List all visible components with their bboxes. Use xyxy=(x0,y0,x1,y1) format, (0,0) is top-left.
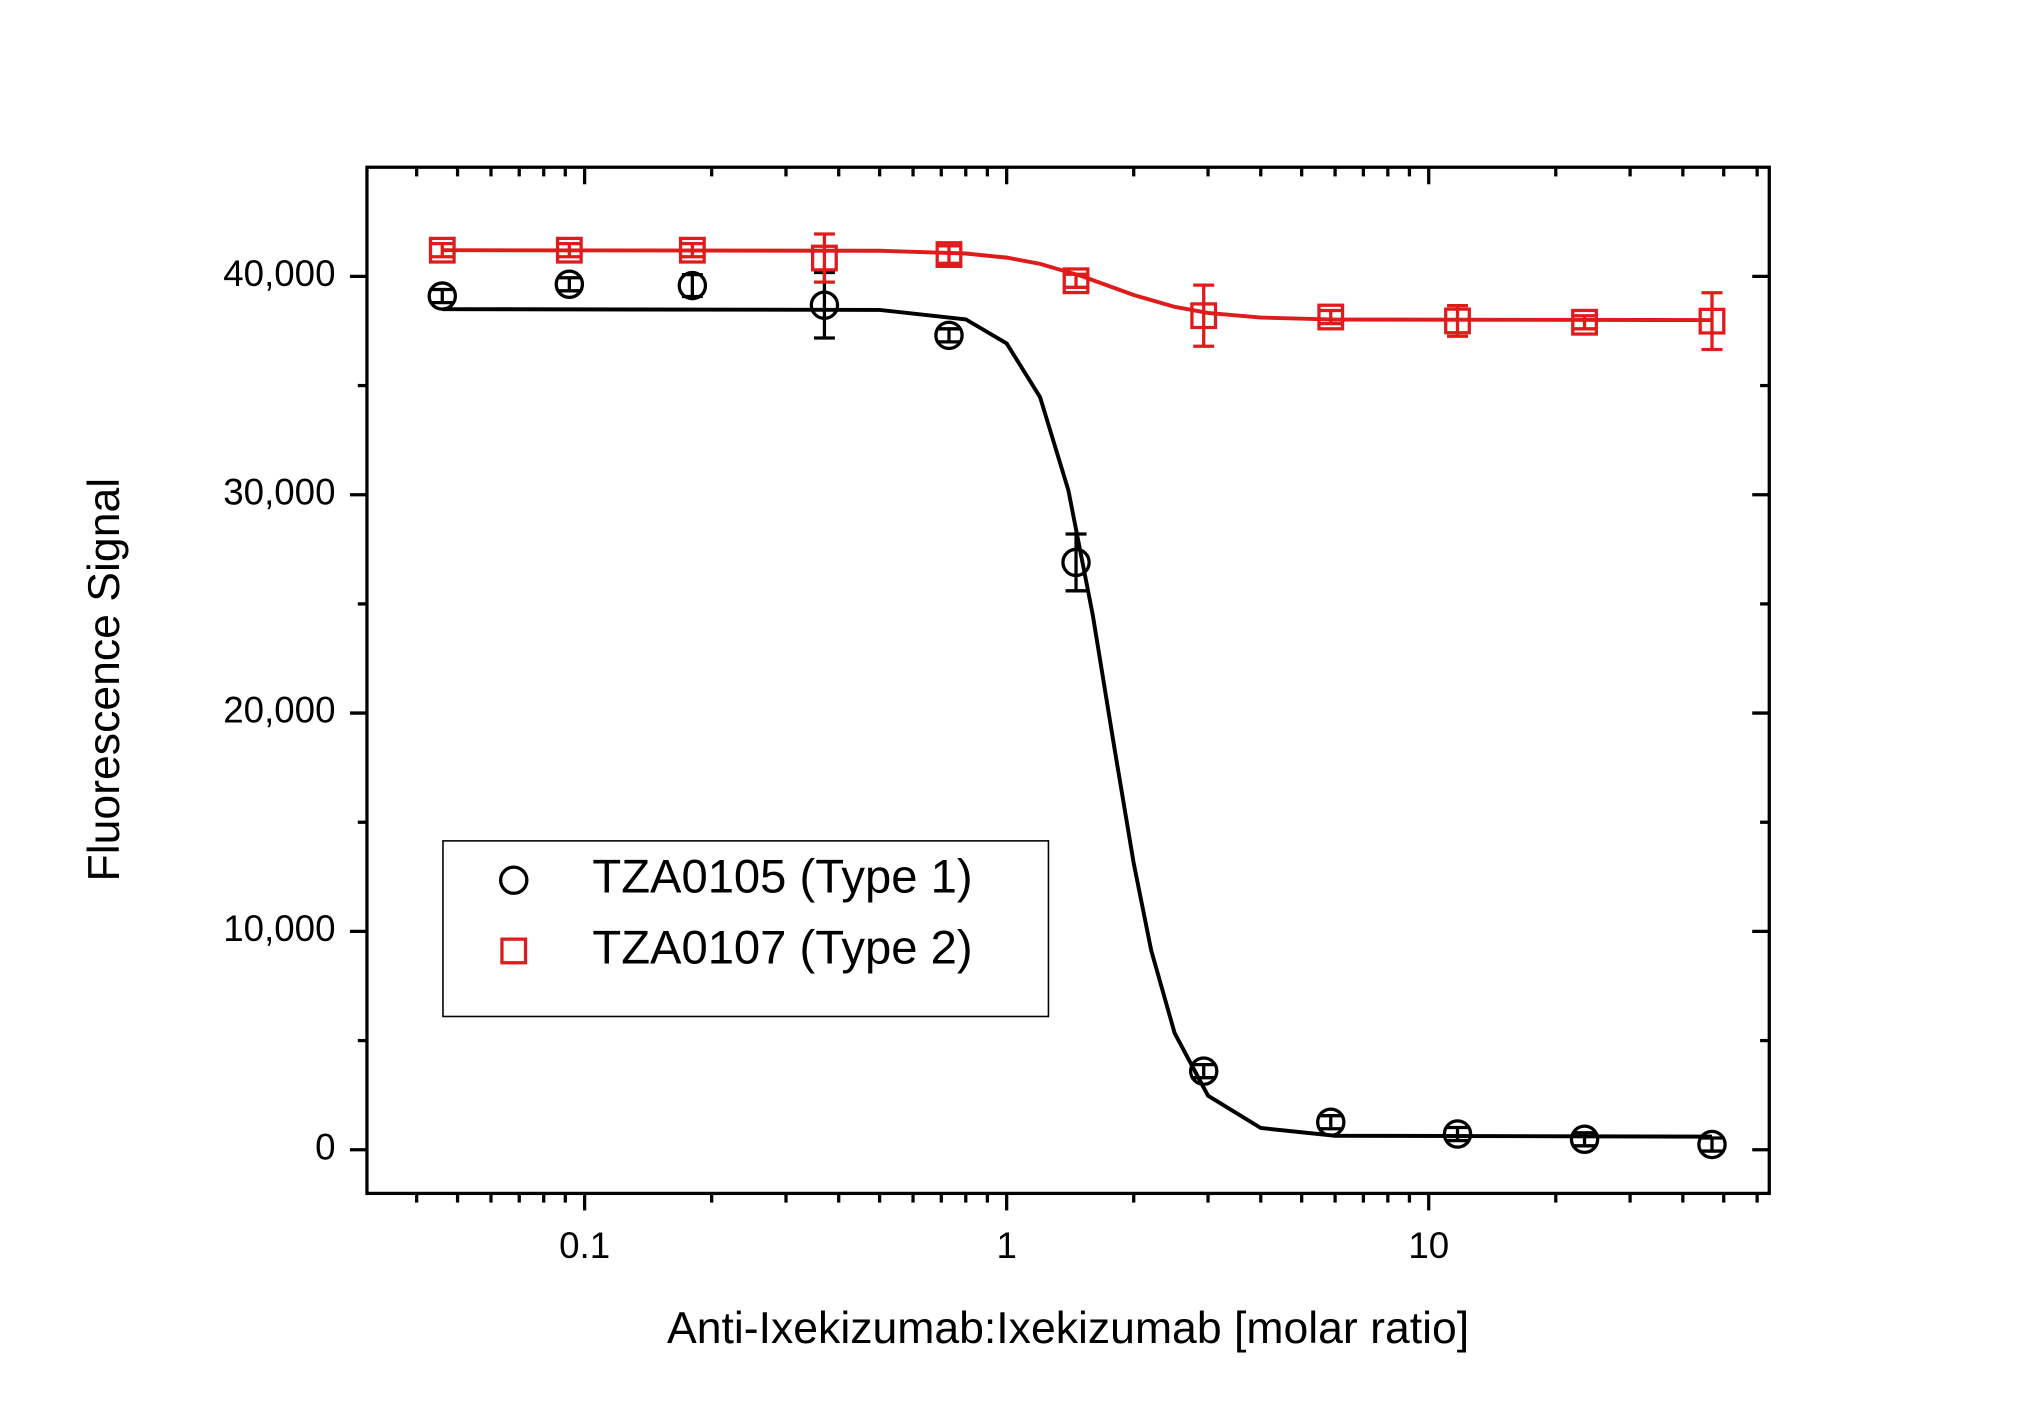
marker-square xyxy=(1444,307,1471,335)
marker-circle xyxy=(427,281,458,311)
fit-curve xyxy=(442,248,1712,323)
marker-circle xyxy=(1061,547,1091,578)
error-bar xyxy=(1701,291,1723,352)
error-bar xyxy=(558,276,580,293)
y-tick-label: 40,000 xyxy=(223,253,335,294)
x-tick-label: 1 xyxy=(996,1225,1016,1266)
marker-square xyxy=(500,937,528,965)
marker-square xyxy=(428,236,456,264)
marker-square xyxy=(1571,308,1598,336)
marker-circle xyxy=(554,269,585,300)
marker-circle xyxy=(934,320,964,351)
marker-square xyxy=(1062,267,1090,295)
marker-circle xyxy=(1316,1107,1346,1137)
marker-square xyxy=(1317,303,1345,331)
error-bar xyxy=(813,232,835,284)
marker-square xyxy=(1190,302,1218,330)
x-tick-label: 10 xyxy=(1408,1225,1449,1266)
legend-label: TZA0107 (Type 2) xyxy=(592,920,972,973)
error-bar xyxy=(558,242,580,259)
y-tick-label: 20,000 xyxy=(223,690,335,731)
error-bar xyxy=(1065,532,1087,593)
marker-circle xyxy=(1442,1119,1473,1149)
y-tick-label: 30,000 xyxy=(223,471,335,512)
marker-circle xyxy=(1188,1056,1219,1086)
plot-frame xyxy=(365,165,1771,1196)
error-bar xyxy=(938,244,960,265)
error-bar xyxy=(1574,1131,1596,1148)
marker-circle xyxy=(1569,1124,1600,1155)
error-bar xyxy=(1447,1125,1468,1143)
marker-circle xyxy=(498,865,529,895)
error-bar xyxy=(431,287,453,305)
error-bar xyxy=(1320,1114,1342,1131)
marker-square xyxy=(1698,307,1726,335)
error-bar xyxy=(1065,272,1087,289)
marker-square xyxy=(678,236,706,264)
error-bar xyxy=(1193,283,1215,348)
error-bar xyxy=(1574,314,1596,331)
marker-square xyxy=(935,241,963,269)
error-bar xyxy=(431,242,453,259)
marker-circle xyxy=(677,270,708,301)
marker-circle xyxy=(1697,1129,1727,1160)
marker-square xyxy=(810,244,838,272)
error-bar xyxy=(1193,1062,1215,1080)
legend-box xyxy=(442,840,1050,1018)
marker-square xyxy=(555,236,583,264)
y-axis-title: Fluorescence Signal xyxy=(80,478,129,882)
x-axis-title: Anti-Ixekizumab:Ixekizumab [molar ratio] xyxy=(667,1304,1469,1353)
y-tick-label: 10,000 xyxy=(223,908,335,949)
error-bar xyxy=(1701,1136,1723,1153)
error-bar xyxy=(938,327,960,344)
marker-circle xyxy=(809,290,840,320)
error-bar xyxy=(681,242,703,259)
legend-label: TZA0105 (Type 1) xyxy=(592,850,972,903)
x-tick-label: 0.1 xyxy=(559,1225,610,1266)
error-bar xyxy=(1320,308,1342,326)
y-tick-label: 0 xyxy=(315,1126,335,1167)
fit-curve xyxy=(442,307,1712,1139)
